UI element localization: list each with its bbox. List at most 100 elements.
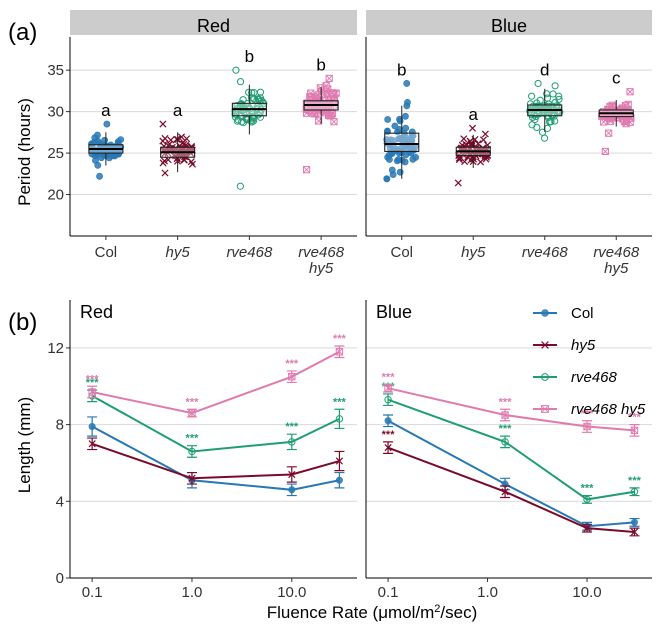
point-marker — [247, 94, 256, 102]
point-marker — [173, 135, 181, 143]
point-dot — [96, 172, 103, 180]
point-square — [583, 422, 591, 431]
box-group: b rve468 — [226, 47, 273, 261]
series-line — [91, 350, 340, 415]
facet-strip — [366, 10, 652, 35]
point-marker — [384, 444, 392, 452]
point-cross — [541, 341, 549, 349]
point-ring — [259, 98, 267, 106]
point-ring — [528, 113, 537, 122]
significance-stars: *** — [628, 412, 642, 424]
point-marker — [533, 99, 541, 107]
error-bar — [334, 408, 345, 430]
point-square-cross — [600, 118, 608, 126]
point-ring — [630, 488, 639, 496]
significance-stars: *** — [333, 396, 347, 408]
point-marker — [384, 384, 392, 392]
point-square — [330, 95, 338, 103]
point-marker — [626, 88, 634, 96]
point-ring — [288, 438, 296, 446]
point-marker — [583, 495, 591, 504]
point-marker — [397, 134, 404, 142]
point-ring — [256, 113, 264, 121]
point-marker — [302, 166, 311, 174]
point-square — [626, 88, 634, 96]
point-square-cross — [88, 388, 96, 396]
error-bar — [383, 393, 394, 407]
x-tick-label: 1.0 — [477, 584, 498, 601]
point-square-cross — [326, 112, 334, 120]
box — [384, 132, 420, 152]
panel-b-y-axis-title: Length (mm) — [15, 397, 34, 493]
point-dot — [384, 417, 392, 425]
panel-a-plot: 20253035RedaColahy5brve468brve468hy5Blue… — [47, 10, 652, 277]
x-tick-label: 1.0 — [182, 584, 203, 601]
point-marker — [288, 486, 296, 494]
series-hy5 — [87, 437, 345, 485]
point-cross — [479, 136, 487, 144]
point-marker — [476, 158, 485, 166]
point-dot — [403, 102, 411, 110]
point-marker — [391, 122, 399, 130]
legend-item: rve468 hy5 — [533, 401, 646, 418]
point-dot — [541, 309, 549, 317]
point-dot — [402, 124, 410, 132]
series-line — [387, 387, 635, 432]
point-dot — [403, 80, 411, 87]
point-square-cross — [335, 348, 343, 356]
point-dot — [396, 115, 403, 123]
point-marker — [161, 169, 169, 177]
box-group: d rve468 — [522, 60, 569, 261]
point-ring — [540, 134, 549, 142]
point-marker — [383, 127, 391, 135]
panel-a-y-axis-title: Period (hours) — [15, 98, 34, 206]
point-cross — [335, 457, 344, 465]
point-marker — [551, 117, 559, 125]
point-square — [324, 89, 332, 97]
x-tick-label: rve468 — [593, 244, 640, 261]
point-marker — [330, 118, 338, 126]
point-ring — [239, 104, 248, 112]
series-rve468: *** *** *** *** — [382, 381, 642, 504]
point-marker — [393, 157, 401, 165]
point-marker — [540, 134, 549, 142]
point-marker — [547, 111, 555, 119]
box-group: a Col — [88, 101, 125, 261]
point-ring — [538, 128, 547, 136]
point-cross — [482, 155, 490, 163]
point-cross — [173, 135, 181, 143]
point-square — [88, 388, 96, 396]
point-marker — [534, 79, 542, 88]
y-tick-label: 35 — [47, 62, 64, 79]
point-marker — [159, 120, 167, 128]
point-square — [322, 82, 330, 90]
point-marker — [538, 128, 547, 136]
point-cross — [177, 133, 186, 141]
point-marker — [543, 90, 551, 98]
significance-stars: *** — [186, 396, 200, 408]
point-square-cross — [307, 93, 315, 101]
point-marker — [605, 129, 613, 137]
x-axis-title-tail: /sec) — [440, 603, 477, 622]
x-tick-label: rve468 — [298, 244, 345, 261]
point-square-cross — [312, 110, 320, 117]
point-dot — [630, 518, 638, 526]
point-cross — [159, 159, 167, 167]
significance-stars: *** — [499, 423, 513, 435]
point-marker — [259, 98, 267, 106]
point-ring — [549, 90, 557, 98]
series-line — [387, 398, 635, 501]
point-cross — [454, 179, 462, 187]
point-marker — [256, 113, 264, 121]
point-dot — [397, 134, 404, 142]
point-square-cross — [324, 89, 332, 97]
point-marker — [335, 348, 344, 356]
facet-strip-label: Red — [197, 16, 230, 36]
point-marker — [88, 440, 96, 448]
point-marker — [88, 388, 96, 396]
y-tick-label: 4 — [56, 493, 64, 510]
error-bar — [582, 494, 593, 504]
error-bar — [286, 433, 297, 451]
